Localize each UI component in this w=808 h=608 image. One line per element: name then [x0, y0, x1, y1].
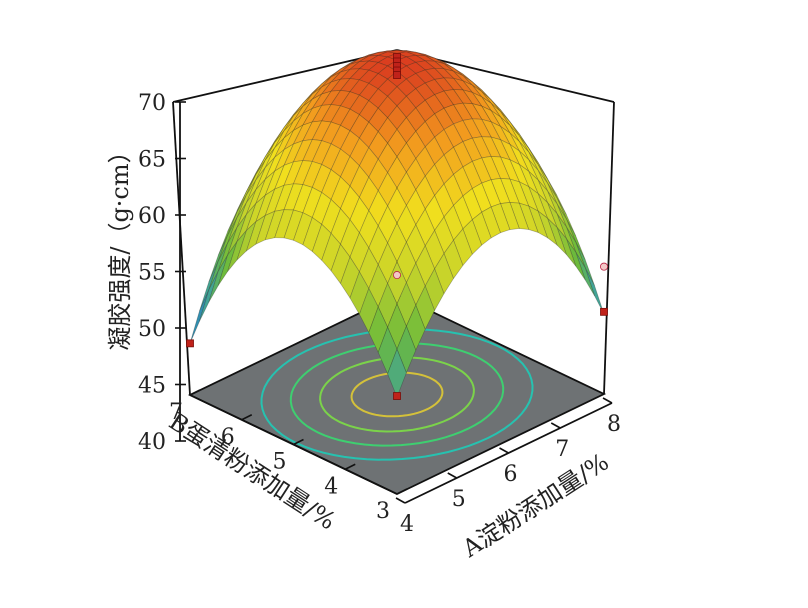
z-tick-label: 55 [138, 261, 166, 286]
y-tick-label: 5 [273, 450, 287, 475]
surface-facet [453, 195, 473, 230]
y-tick-label: 4 [324, 474, 338, 499]
x-axis-label: A淀粉添加量/% [457, 448, 614, 564]
surface-facet [518, 135, 539, 165]
surface-facet [509, 202, 530, 230]
design-point-hidden [392, 271, 401, 280]
surface-facet [283, 103, 304, 128]
z-tick-label: 65 [138, 148, 166, 173]
surface-facet [519, 133, 539, 163]
surface-facet [396, 116, 417, 144]
surface-facet [189, 289, 210, 344]
surface-facet [518, 181, 539, 212]
surface-facet [518, 141, 539, 171]
design-point-hidden [600, 262, 609, 271]
surface-facet [556, 203, 577, 243]
surface-facet [518, 202, 539, 234]
response-surface [189, 49, 605, 399]
surface-facet [236, 220, 257, 261]
z-tick-label: 70 [138, 91, 166, 116]
z-tick-label: 60 [138, 204, 166, 229]
contour-line [350, 371, 444, 418]
contour-line [289, 342, 505, 447]
x-tick-label: 5 [452, 487, 466, 512]
surface-facet [434, 252, 454, 295]
x-tick-label: 4 [400, 512, 414, 537]
surface-facet [245, 214, 266, 252]
design-point [186, 339, 194, 348]
surface-facet [462, 75, 482, 92]
surface-facet [518, 150, 539, 181]
z-tick-label: 50 [138, 317, 166, 342]
surface-facet [434, 57, 454, 69]
surface-facet [321, 89, 342, 106]
design-point [393, 392, 401, 400]
surface-facet [217, 241, 238, 286]
z-tick-label: 45 [138, 374, 166, 399]
x-tick-label: 7 [555, 437, 569, 462]
surface-facet [264, 137, 285, 168]
surface-facet [556, 213, 577, 253]
surface-facet [424, 267, 445, 312]
surface-facet [518, 163, 539, 195]
surface-facet [340, 61, 360, 73]
surface-facet [453, 228, 473, 267]
surface-facet [556, 227, 577, 267]
z-tick-label: 40 [138, 430, 166, 455]
surface-facet [377, 282, 398, 329]
surface-facet [556, 197, 577, 237]
surface-facet [321, 68, 341, 85]
contour-line [319, 356, 475, 433]
design-point [600, 307, 608, 316]
x-tick-label: 6 [504, 462, 518, 487]
surface-facet [547, 217, 567, 255]
surface-facet [490, 102, 511, 126]
surface-facet [227, 230, 247, 272]
design-point [393, 71, 401, 79]
surface-facet [575, 242, 595, 286]
surface-facet [377, 171, 398, 207]
design-points [186, 53, 609, 400]
surface-facet [387, 348, 407, 399]
surface-facet [283, 209, 304, 241]
y-tick-label: 3 [376, 499, 390, 524]
surface-facet [274, 120, 294, 149]
x-tick-label: 8 [607, 412, 621, 437]
surface-facet [434, 60, 454, 72]
surface-facet [584, 267, 605, 315]
y-tick-label: 7 [169, 400, 183, 425]
surface-facet [227, 202, 247, 244]
surface-facet [537, 210, 558, 246]
surface-facet [575, 252, 595, 297]
surface-facet [199, 271, 219, 322]
z-axis-label: 凝胶强度/（g·cm） [106, 139, 134, 350]
y-tick-label: 6 [221, 425, 235, 450]
